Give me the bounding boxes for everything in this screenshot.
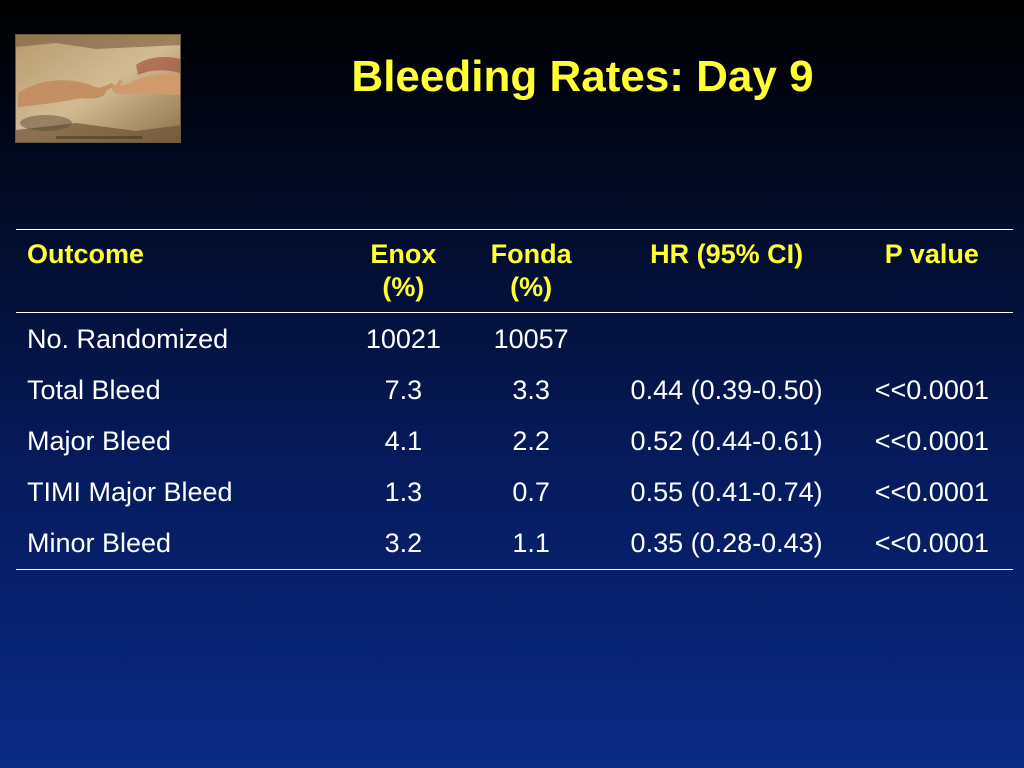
- header-fonda: Fonda (%): [460, 230, 603, 313]
- header-enox: Enox (%): [347, 230, 460, 313]
- cell-fonda: 1.1: [512, 528, 550, 558]
- cell-hr: 0.44 (0.39-0.50): [630, 375, 823, 405]
- table-row: No. Randomized 10021 10057: [16, 313, 1013, 366]
- cell-outcome: Minor Bleed: [27, 528, 172, 558]
- header-p-value-label: P value: [884, 239, 979, 269]
- header-enox-line2: (%): [382, 272, 425, 302]
- table-row: Major Bleed 4.1 2.2 0.52 (0.44-0.61) <<0…: [16, 416, 1013, 467]
- cell-hr: 0.55 (0.41-0.74): [630, 477, 823, 507]
- cell-enox: 1.3: [384, 477, 423, 507]
- table-row: Total Bleed 7.3 3.3 0.44 (0.39-0.50) <<0…: [16, 365, 1013, 416]
- cell-outcome: Total Bleed: [27, 375, 161, 405]
- cell-hr: 0.35 (0.28-0.43): [630, 528, 823, 558]
- cell-enox: 3.2: [384, 528, 423, 558]
- header-outcome: Outcome: [16, 230, 347, 313]
- header-outcome-label: Outcome: [27, 239, 145, 269]
- cell-p-value: <<0.0001: [874, 477, 989, 507]
- slide-title: Bleeding Rates: Day 9: [351, 52, 814, 101]
- header-enox-line1: Enox: [370, 239, 437, 269]
- cell-fonda: 10057: [493, 323, 569, 354]
- table-header-row: Outcome Enox (%) Fonda (%) HR (95% CI) P…: [16, 229, 1013, 313]
- cell-fonda: 3.3: [512, 375, 550, 405]
- cell-p-value: <<0.0001: [874, 426, 989, 456]
- header-p-value: P value: [851, 230, 1013, 313]
- cell-enox: 10021: [365, 323, 441, 354]
- cell-hr: 0.52 (0.44-0.61): [630, 426, 823, 456]
- cell-outcome: TIMI Major Bleed: [27, 477, 233, 507]
- cell-p-value: <<0.0001: [874, 528, 989, 558]
- header-hr: HR (95% CI): [603, 230, 851, 313]
- table-row: Minor Bleed 3.2 1.1 0.35 (0.28-0.43) <<0…: [16, 518, 1013, 570]
- bleeding-rates-table: Outcome Enox (%) Fonda (%) HR (95% CI) P…: [16, 229, 1013, 570]
- header-fonda-line2: (%): [510, 272, 553, 302]
- cell-enox: 7.3: [384, 375, 423, 405]
- creation-of-adam-fresco-icon: [15, 34, 181, 143]
- cell-p-value: <<0.0001: [874, 375, 989, 405]
- cell-outcome: No. Randomized: [27, 323, 229, 354]
- cell-fonda: 0.7: [512, 477, 550, 507]
- header-fonda-line1: Fonda: [490, 239, 572, 269]
- table-row: TIMI Major Bleed 1.3 0.7 0.55 (0.41-0.74…: [16, 467, 1013, 518]
- cell-hr: [603, 313, 851, 366]
- cell-fonda: 2.2: [512, 426, 550, 456]
- cell-enox: 4.1: [384, 426, 423, 456]
- cell-p-value: [851, 313, 1013, 366]
- header-hr-label: HR (95% CI): [650, 239, 804, 269]
- cell-outcome: Major Bleed: [27, 426, 172, 456]
